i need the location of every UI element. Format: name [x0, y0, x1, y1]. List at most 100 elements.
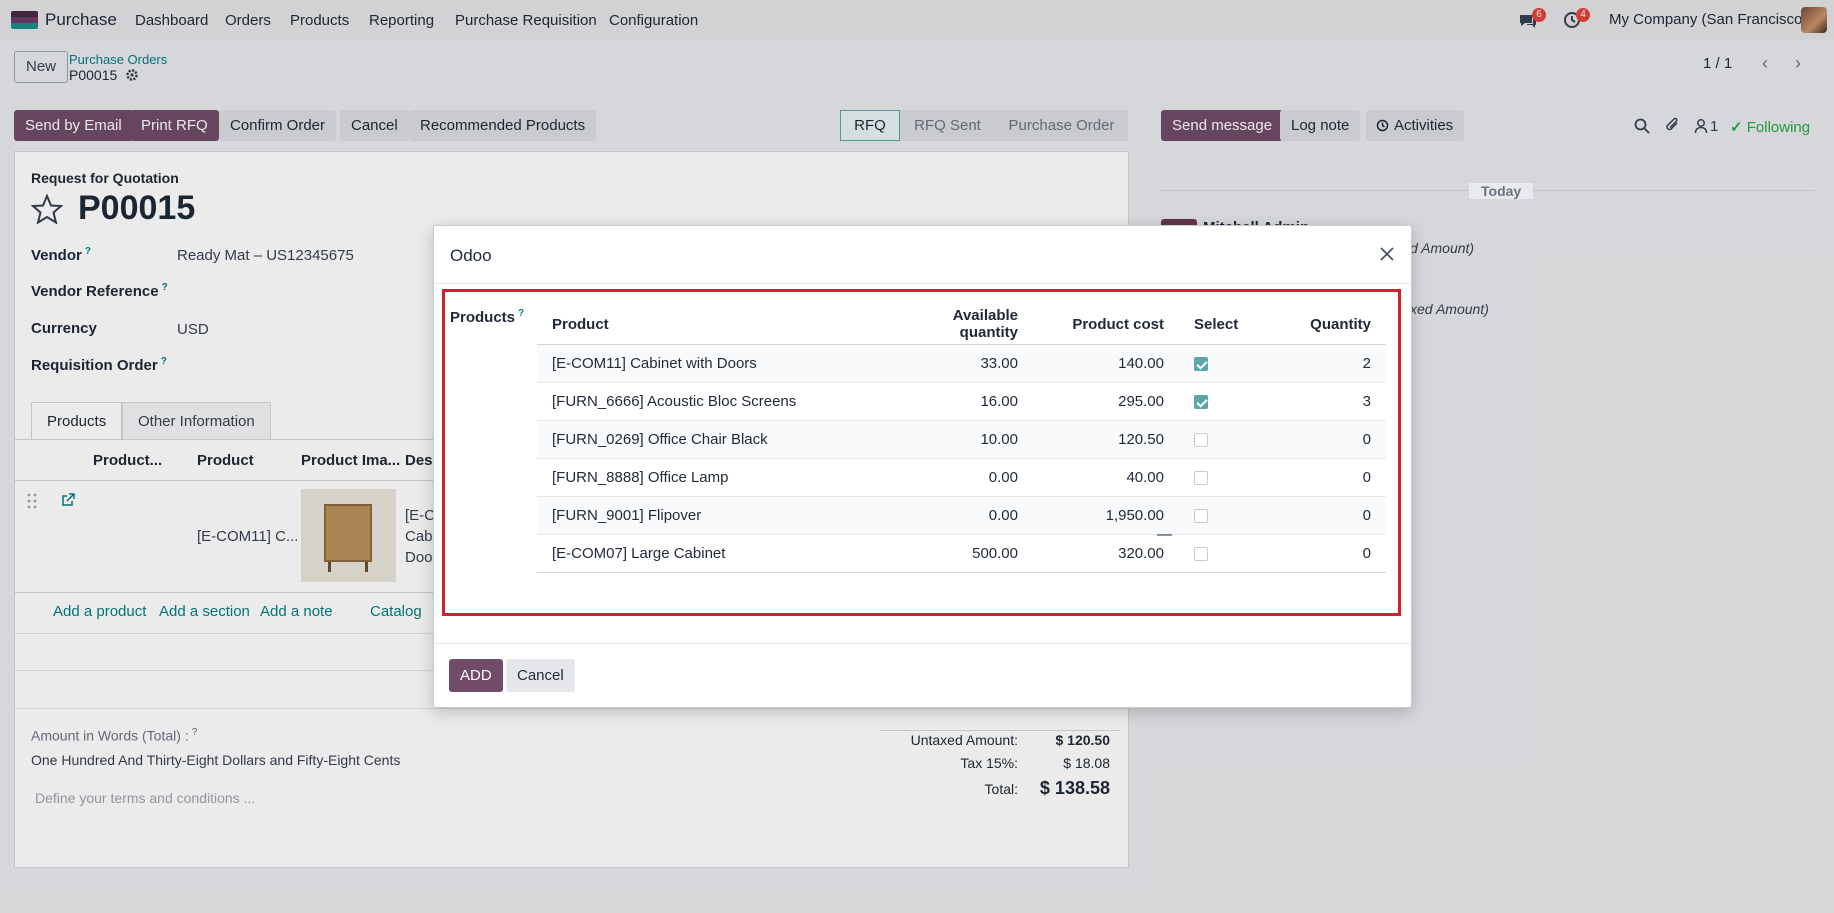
product-image — [301, 489, 396, 582]
chatter-message-1: d Amount) — [1410, 240, 1475, 256]
col-quantity[interactable]: Quantity — [1269, 305, 1386, 345]
cell-available-quantity: 10.00 — [877, 420, 1033, 459]
currency-field[interactable]: USD — [177, 321, 209, 338]
confirm-order-button[interactable]: Confirm Order — [219, 110, 337, 141]
cell-product[interactable]: [FURN_8888] Office Lamp — [537, 458, 877, 497]
star-icon[interactable] — [31, 194, 63, 224]
print-rfq-button[interactable]: Print RFQ — [130, 110, 219, 141]
table-row[interactable]: [E-COM11] Cabinet with Doors 33.00 140.00 2 — [537, 344, 1386, 383]
cell-select — [1179, 458, 1269, 497]
col-header-product-image[interactable]: Product Ima... — [301, 452, 401, 469]
col-header-product[interactable]: Product — [197, 452, 254, 469]
messages-badge: 6 — [1532, 8, 1546, 22]
select-checkbox[interactable] — [1194, 432, 1208, 447]
cell-quantity[interactable]: 3 — [1269, 382, 1386, 421]
cell-quantity[interactable]: 0 — [1269, 458, 1386, 497]
cell-quantity[interactable]: 0 — [1269, 420, 1386, 459]
catalog-link[interactable]: Catalog — [370, 603, 422, 620]
apps-menu-icon[interactable] — [11, 11, 38, 29]
menu-products[interactable]: Products — [290, 12, 350, 29]
table-row[interactable]: [FURN_9001] Flipover 0.00 1,950.00 0 — [537, 496, 1386, 535]
cell-product[interactable]: [E-COM07] Large Cabinet — [537, 534, 877, 573]
cancel-order-button[interactable]: Cancel — [340, 110, 409, 141]
pager-next-icon[interactable]: › — [1795, 53, 1801, 73]
send-by-email-button[interactable]: Send by Email — [14, 110, 133, 141]
cell-available-quantity: 0.00 — [877, 496, 1033, 535]
select-checkbox[interactable] — [1194, 356, 1208, 371]
user-avatar[interactable] — [1801, 7, 1827, 33]
gear-icon[interactable] — [125, 68, 139, 82]
pager-value[interactable]: 1 / 1 — [1703, 55, 1733, 72]
cell-quantity[interactable]: 0 — [1269, 496, 1386, 535]
follower-icon[interactable] — [1694, 118, 1708, 134]
add-section-link[interactable]: Add a section — [159, 603, 250, 620]
product-selection-dialog: Odoo Products? Product Available quantit… — [433, 225, 1412, 708]
breadcrumb-purchase-orders[interactable]: Purchase Orders — [69, 52, 168, 67]
cell-product[interactable]: [E-COM11] Cabinet with Doors — [537, 344, 877, 383]
cell-select — [1179, 496, 1269, 535]
cell-quantity[interactable]: 2 — [1269, 344, 1386, 383]
col-header-product-short[interactable]: Product... — [93, 452, 163, 469]
terms-input[interactable]: Define your terms and conditions ... — [35, 790, 256, 806]
app-name[interactable]: Purchase — [45, 10, 117, 29]
external-link-icon[interactable] — [61, 493, 75, 507]
search-icon[interactable] — [1634, 118, 1650, 134]
table-row[interactable]: [FURN_0269] Office Chair Black 10.00 120.5… — [537, 420, 1386, 459]
cell-product-cost: 320.00 — [1033, 534, 1179, 573]
recommended-products-button[interactable]: Recommended Products — [409, 110, 597, 141]
cell-product[interactable]: [FURN_0269] Office Chair Black — [537, 420, 877, 459]
activities-button[interactable]: Activities — [1366, 110, 1465, 141]
log-note-button[interactable]: Log note — [1280, 110, 1361, 141]
select-checkbox[interactable] — [1194, 546, 1208, 561]
col-product-cost[interactable]: Product cost — [1033, 305, 1179, 345]
table-row[interactable]: [FURN_6666] Acoustic Bloc Screens 16.00 29… — [537, 382, 1386, 421]
col-product[interactable]: Product — [537, 305, 877, 345]
cell-product-cost: 295.00 — [1033, 382, 1179, 421]
col-select[interactable]: Select — [1179, 305, 1269, 345]
status-rfq-sent[interactable]: RFQ Sent — [900, 110, 995, 141]
close-icon[interactable] — [1375, 242, 1399, 266]
drag-handle-icon[interactable] — [27, 493, 37, 509]
menu-dashboard[interactable]: Dashboard — [135, 12, 209, 29]
sum-dash: — — [1157, 526, 1172, 543]
select-checkbox[interactable] — [1194, 508, 1208, 523]
pager-prev-icon[interactable]: ‹ — [1762, 53, 1768, 73]
cell-product[interactable]: [FURN_6666] Acoustic Bloc Screens — [537, 382, 877, 421]
paperclip-icon[interactable] — [1665, 117, 1681, 134]
add-product-link[interactable]: Add a product — [53, 603, 147, 620]
tab-products[interactable]: Products — [31, 402, 123, 440]
select-checkbox[interactable] — [1194, 470, 1208, 485]
cell-available-quantity: 0.00 — [877, 458, 1033, 497]
document-type: Request for Quotation — [31, 170, 179, 186]
cell-product[interactable]: [FURN_9001] Flipover — [537, 496, 877, 535]
col-header-description[interactable]: Desc — [405, 452, 441, 469]
cell-product-cost: 40.00 — [1033, 458, 1179, 497]
menu-reporting[interactable]: Reporting — [369, 12, 435, 29]
menu-orders[interactable]: Orders — [225, 12, 271, 29]
table-row[interactable]: [FURN_8888] Office Lamp 0.00 40.00 0 — [537, 458, 1386, 497]
add-button[interactable]: ADD — [449, 659, 503, 692]
company-switcher[interactable]: My Company (San Francisco) — [1609, 11, 1808, 28]
total-value: $ 138.58 — [1039, 778, 1110, 798]
currency-label: Currency — [31, 320, 97, 337]
amount-words-label: Amount in Words (Total) :? — [31, 727, 198, 744]
menu-purchase-requisition[interactable]: Purchase Requisition — [455, 12, 597, 29]
cell-available-quantity: 16.00 — [877, 382, 1033, 421]
send-message-button[interactable]: Send message — [1161, 110, 1284, 141]
cell-quantity[interactable]: 0 — [1269, 534, 1386, 573]
status-purchase-order[interactable]: Purchase Order — [995, 110, 1128, 141]
vendor-field[interactable]: Ready Mat – US12345675 — [177, 247, 354, 264]
menu-configuration[interactable]: Configuration — [609, 12, 699, 29]
table-row[interactable]: [E-COM07] Large Cabinet 500.00 320.00 0 — [537, 534, 1386, 573]
activities-label: Activities — [1394, 117, 1454, 134]
status-rfq[interactable]: RFQ — [840, 110, 900, 141]
followers-count[interactable]: 1 — [1710, 118, 1719, 135]
line-product[interactable]: [E-COM11] C... — [197, 528, 299, 545]
select-checkbox[interactable] — [1194, 394, 1208, 409]
new-button[interactable]: New — [14, 51, 69, 83]
col-available-quantity[interactable]: Available quantity — [877, 305, 1033, 345]
add-note-link[interactable]: Add a note — [260, 603, 333, 620]
tax-value: $ 18.08 — [1063, 755, 1110, 771]
following-toggle[interactable]: ✓ Following — [1730, 118, 1810, 136]
dialog-cancel-button[interactable]: Cancel — [506, 659, 575, 692]
